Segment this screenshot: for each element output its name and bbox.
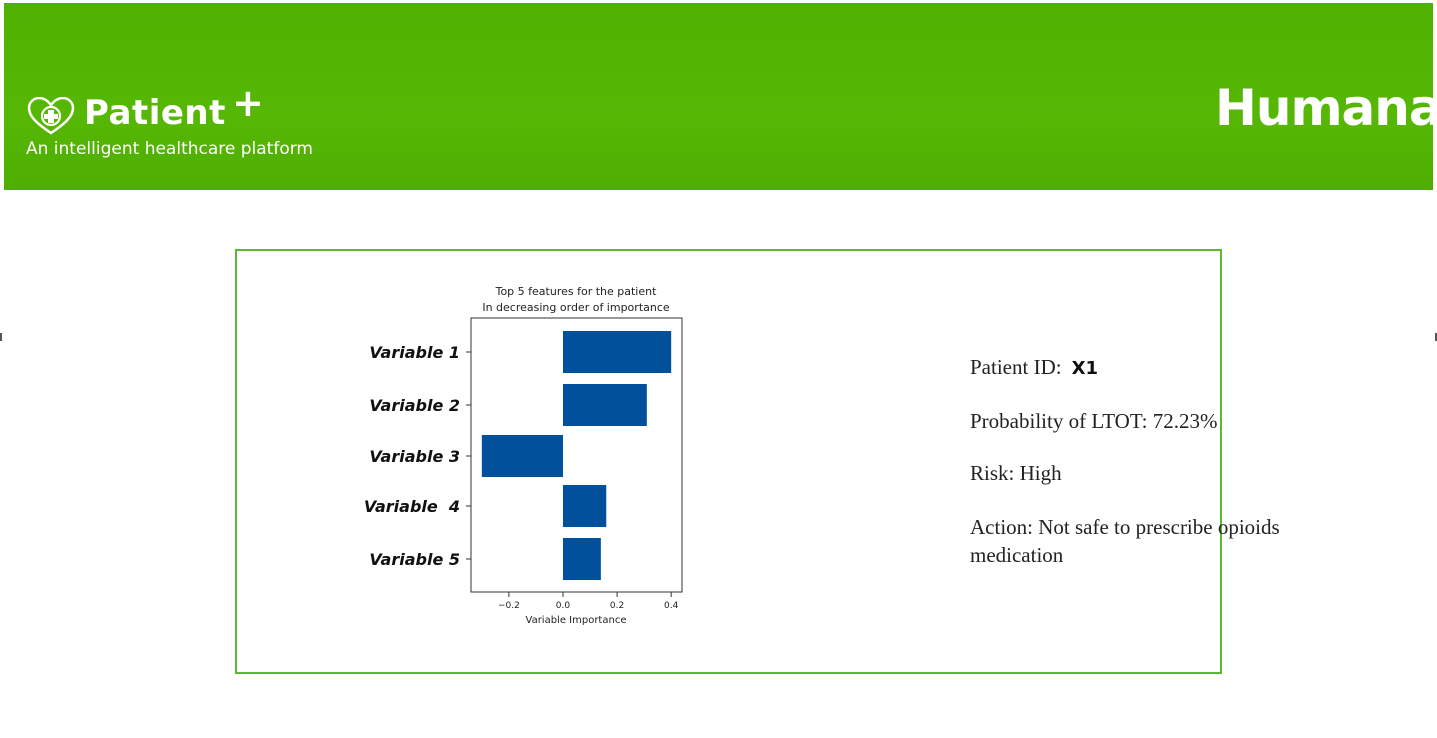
chart-title: Top 5 features for the patient bbox=[495, 285, 657, 298]
y-tick-label-4: Variable 4 bbox=[364, 497, 460, 516]
y-tick-label-3: Variable 3 bbox=[369, 447, 460, 466]
bar-5 bbox=[562, 538, 601, 580]
patient-id-row: Patient ID: X1 bbox=[970, 355, 1098, 380]
app-name: Patient bbox=[84, 93, 226, 133]
x-tick-label-2: 0.0 bbox=[556, 601, 571, 611]
result-card: Top 5 features for the patient In decrea… bbox=[235, 249, 1280, 674]
x-axis-label: Variable Importance bbox=[526, 615, 627, 626]
brand-logo[interactable]: Humana bbox=[1215, 79, 1437, 137]
bar-3 bbox=[481, 435, 563, 477]
x-tick-label-3: 0.2 bbox=[610, 601, 624, 611]
bar-2 bbox=[562, 384, 647, 426]
risk-level: Risk: High bbox=[970, 461, 1062, 485]
bar-4 bbox=[562, 485, 607, 527]
ltot-probability: Probability of LTOT: 72.23% bbox=[970, 409, 1218, 433]
x-tick-label-4: 0.4 bbox=[664, 601, 679, 611]
app-name-plus: + bbox=[232, 81, 264, 125]
heart-cross-icon bbox=[27, 97, 75, 135]
right-edge-marker bbox=[1435, 333, 1437, 341]
x-tick-label-1: −0.2 bbox=[498, 601, 520, 611]
recommended-action: Action: Not safe to prescribe opioids me… bbox=[970, 515, 1280, 567]
patient-id-label: Patient ID: bbox=[970, 355, 1062, 379]
left-edge-marker bbox=[0, 333, 2, 341]
bar-1 bbox=[562, 331, 672, 373]
chart-subtitle: In decreasing order of importance bbox=[482, 301, 670, 314]
patient-id-value: X1 bbox=[1071, 358, 1098, 379]
app-header: Patient + An intelligent healthcare plat… bbox=[4, 3, 1437, 190]
app-tagline: An intelligent healthcare platform bbox=[26, 139, 313, 159]
y-tick-label-2: Variable 2 bbox=[369, 396, 460, 415]
y-tick-label-5: Variable 5 bbox=[369, 550, 460, 569]
feature-importance-chart: Top 5 features for the patient In decrea… bbox=[364, 285, 683, 626]
y-tick-label-1: Variable 1 bbox=[369, 343, 460, 362]
